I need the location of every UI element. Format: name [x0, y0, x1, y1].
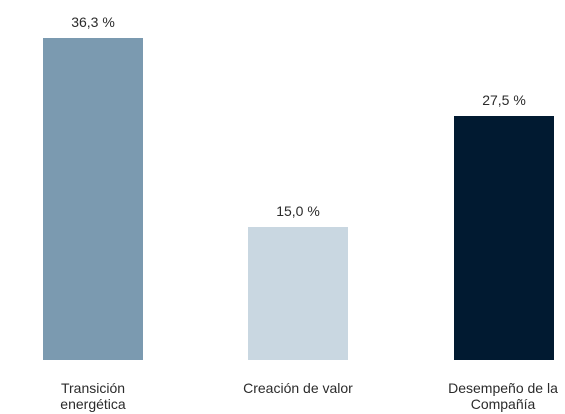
bar: [248, 226, 348, 360]
value-label: 36,3 %: [71, 14, 115, 30]
value-label: 27,5 %: [482, 92, 526, 109]
category-label: Transición energética: [60, 380, 126, 412]
bar: [454, 116, 554, 360]
category-label: Creación de valor: [243, 380, 353, 396]
category-label: Desempeño de la Compañía: [448, 380, 558, 412]
value-label: 15,0 %: [276, 202, 320, 219]
bar: [43, 38, 143, 360]
